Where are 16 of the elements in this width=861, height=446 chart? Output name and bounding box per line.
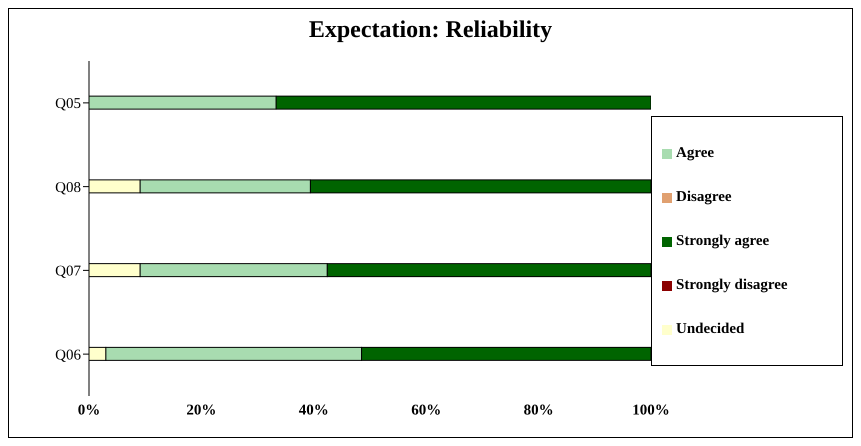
legend-label: Undecided (676, 321, 744, 337)
x-tick-label: 60% (411, 402, 442, 419)
chart-title: Expectation: Reliability (308, 16, 554, 45)
x-tick-label: 40% (298, 402, 329, 419)
legend-label: Agree (676, 145, 714, 161)
legend-label: Disagree (676, 189, 732, 205)
x-tick-label: 0% (78, 402, 100, 419)
legend-label: Strongly disagree (676, 277, 788, 293)
y-tick-label: Q06 (55, 347, 82, 364)
y-tick-label: Q05 (55, 96, 81, 112)
y-tick-label: Q07 (55, 264, 82, 280)
x-tick-label: 20% (186, 402, 216, 419)
y-tick-label: Q08 (55, 180, 81, 196)
legend-label: Strongly agree (676, 233, 770, 249)
x-tick-label: 100% (632, 402, 670, 419)
x-tick-label: 80% (524, 402, 554, 419)
